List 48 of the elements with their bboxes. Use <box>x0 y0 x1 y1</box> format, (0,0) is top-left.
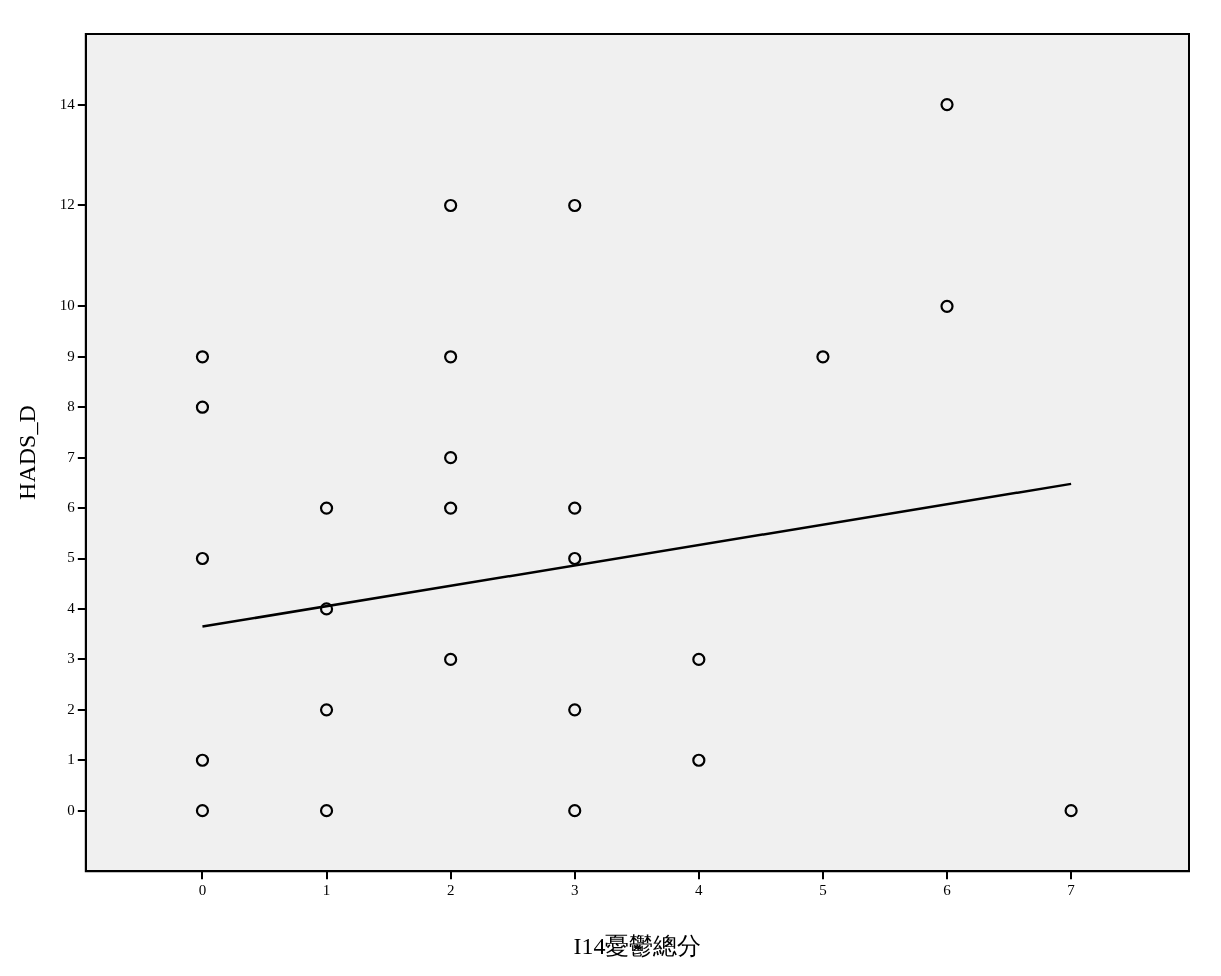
point <box>568 703 582 717</box>
point <box>319 804 334 818</box>
point <box>444 501 458 515</box>
point <box>319 501 334 515</box>
point <box>195 400 210 414</box>
point <box>444 350 458 364</box>
point <box>568 198 582 213</box>
x-axis-title: I14憂鬱總分 <box>573 932 702 959</box>
point <box>568 551 582 566</box>
x-tick-label: 5 <box>819 882 827 899</box>
point <box>195 350 210 364</box>
y-tick-label: 6 <box>67 499 76 516</box>
point <box>940 299 954 313</box>
x-tick-label: 4 <box>695 882 704 899</box>
y-tick-label: 14 <box>59 95 76 112</box>
y-tick-label: 10 <box>59 297 75 314</box>
point <box>195 551 210 566</box>
y-tick-label: 12 <box>59 196 75 213</box>
point <box>195 804 210 818</box>
x-tick-label: 0 <box>198 882 207 899</box>
point <box>195 753 210 767</box>
point <box>940 98 954 112</box>
y-tick-label: 2 <box>67 700 75 717</box>
x-tick-label: 3 <box>570 882 579 899</box>
x-tick-label: 7 <box>1067 882 1076 899</box>
point <box>692 652 706 666</box>
x-tick-label: 2 <box>446 882 455 899</box>
point <box>319 703 334 717</box>
y-tick-label: 9 <box>67 347 75 364</box>
y-tick-label: 8 <box>67 398 75 415</box>
y-tick-label: 0 <box>67 801 75 818</box>
x-tick-label: 6 <box>943 882 952 899</box>
y-tick-label: 1 <box>67 751 75 768</box>
y-tick-label: 7 <box>67 448 76 465</box>
point <box>568 804 582 818</box>
point <box>444 652 458 666</box>
point <box>319 602 334 616</box>
y-tick-label: 4 <box>67 599 76 616</box>
y-axis-title: HADS_D <box>13 405 40 500</box>
y-tick-label: 3 <box>67 650 75 667</box>
y-tick-label: 5 <box>67 549 75 566</box>
point <box>444 198 458 213</box>
point <box>692 753 706 767</box>
point <box>568 501 582 515</box>
point <box>1064 804 1078 818</box>
point <box>444 451 458 465</box>
point <box>816 350 830 364</box>
x-tick-label: 1 <box>322 882 331 899</box>
